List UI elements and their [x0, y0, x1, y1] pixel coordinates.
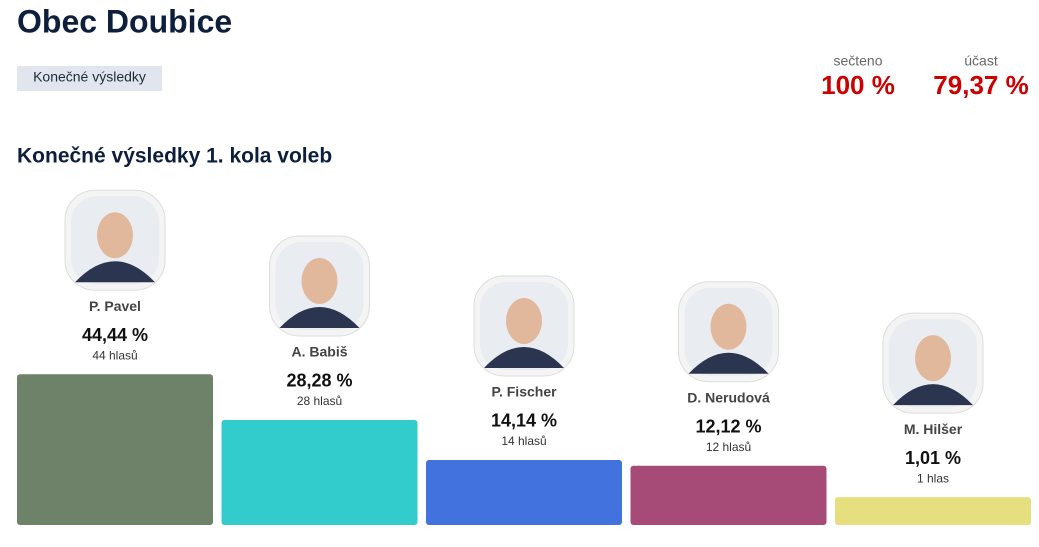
candidate-name: M. Hilšer: [904, 421, 963, 437]
page-title: Obec Doubice: [17, 3, 232, 39]
vote-label: 44 hlasů: [92, 348, 137, 362]
bar: [835, 497, 1031, 525]
value-label: 1,01 %: [905, 448, 961, 468]
value-label: 44,44 %: [82, 325, 148, 345]
stat-label: účast: [964, 53, 998, 69]
photo-head: [506, 297, 542, 344]
photo-head: [301, 257, 338, 304]
photo-body: [484, 346, 564, 368]
badge[interactable]: Konečné výsledky: [33, 69, 146, 85]
stat-value: 79,37 %: [933, 70, 1028, 100]
candidate-name: A. Babiš: [291, 344, 347, 360]
candidate-name: P. Pavel: [89, 298, 141, 314]
stat-label: sečteno: [833, 53, 882, 69]
bar: [426, 459, 622, 525]
vote-label: 12 hlasů: [706, 440, 751, 454]
vote-label: 28 hlasů: [297, 394, 342, 408]
photo-body: [893, 384, 973, 406]
badge-bg: [17, 66, 162, 91]
photo-head: [915, 335, 951, 382]
photo-body: [279, 306, 360, 328]
photo-body: [75, 261, 155, 283]
value-label: 14,14 %: [491, 411, 557, 431]
vote-label: 1 hlas: [917, 471, 949, 485]
candidate-name: D. Nerudová: [687, 389, 770, 405]
value-label: 12,12 %: [695, 416, 761, 436]
chart-title: Konečné výsledky 1. kola voleb: [17, 145, 332, 168]
photo-head: [710, 303, 747, 350]
value-label: 28,28 %: [286, 371, 352, 391]
bar: [17, 374, 213, 525]
vote-label: 14 hlasů: [501, 434, 546, 448]
candidate-name: P. Fischer: [491, 384, 557, 400]
photo-head: [97, 212, 133, 259]
stat-value: 100 %: [821, 70, 895, 100]
bar: [630, 465, 827, 525]
bar: [221, 419, 418, 525]
photo-body: [688, 352, 769, 374]
